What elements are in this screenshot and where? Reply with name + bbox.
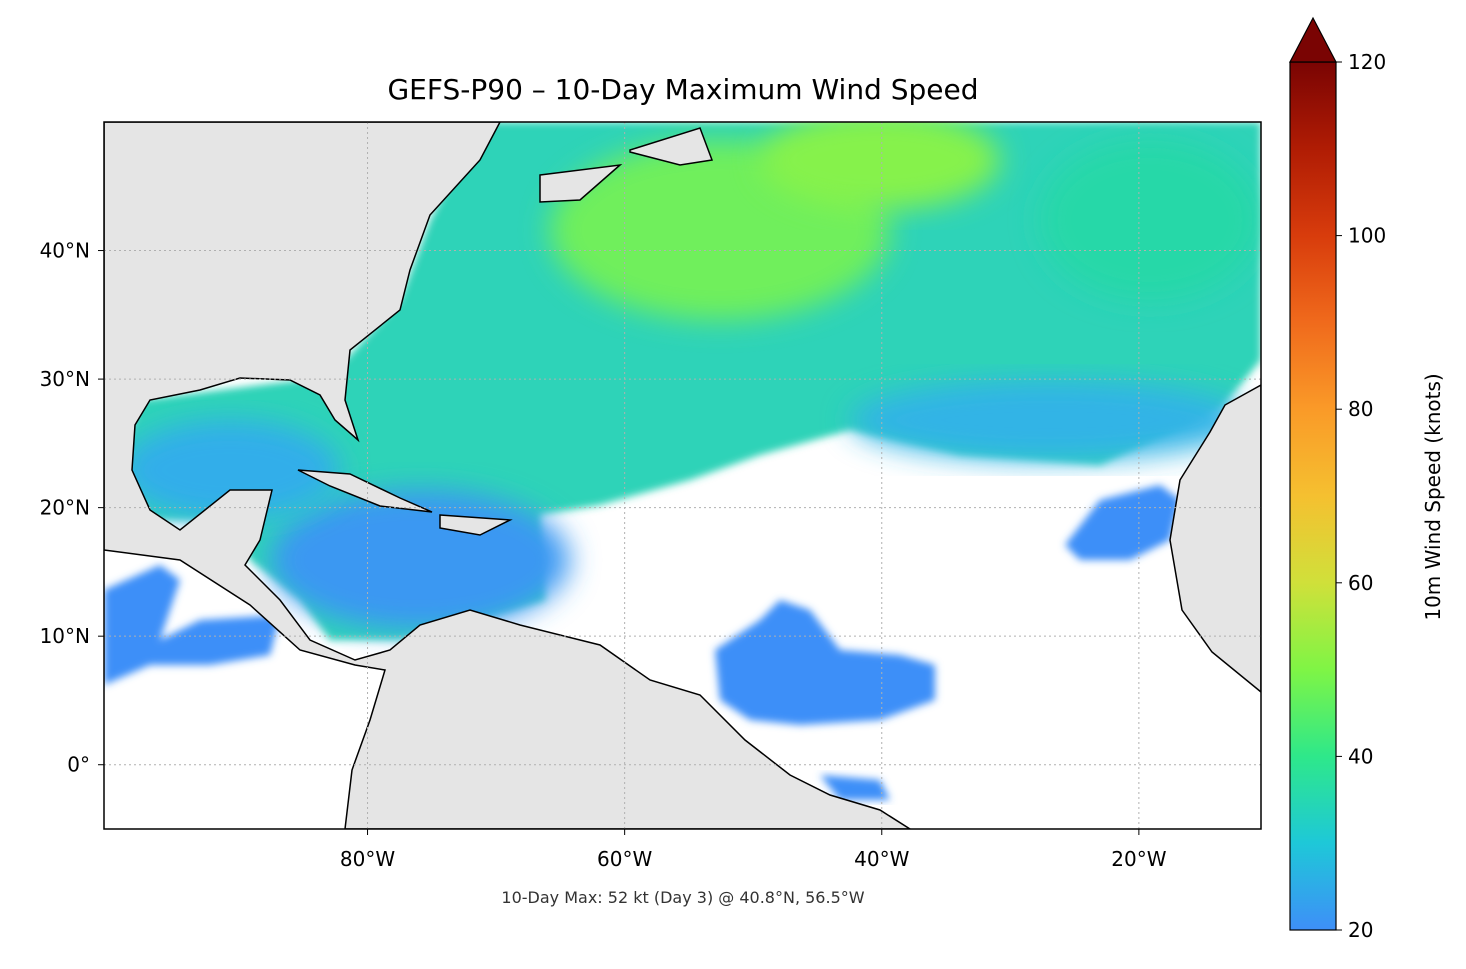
colorbar-tick-label: 100 — [1348, 224, 1386, 248]
map-title: GEFS-P90 – 10-Day Maximum Wind Speed — [387, 73, 978, 106]
island — [629, 127, 714, 166]
y-tick-label: 40°N — [40, 239, 90, 263]
colorbar-tick-label: 80 — [1348, 397, 1373, 421]
wind-low — [120, 420, 340, 520]
wind-patch — [104, 565, 280, 685]
y-tick-label: 30°N — [40, 367, 90, 391]
x-tick-label: 20°W — [1111, 847, 1166, 871]
y-tick-label: 20°N — [40, 496, 90, 520]
colorbar-extend — [1289, 16, 1337, 63]
colorbar-label: 10m Wind Speed (knots) — [1421, 373, 1445, 620]
wind-field — [104, 122, 1261, 800]
wind-low — [850, 380, 1250, 460]
y-tick-label: 0° — [67, 753, 90, 777]
x-tick-label: 80°W — [340, 847, 395, 871]
colorbar — [1289, 61, 1337, 931]
wind-patch — [715, 600, 935, 725]
colorbar-tick-label: 40 — [1348, 744, 1373, 768]
x-tick-label: 40°W — [854, 847, 909, 871]
wind-patch — [820, 775, 890, 800]
africa — [1169, 384, 1261, 693]
y-tick-label: 10°N — [40, 624, 90, 648]
annotation: 10-Day Max: 52 kt (Day 3) @ 40.8°N, 56.5… — [501, 888, 864, 907]
map-area — [104, 122, 1261, 829]
cuba — [297, 469, 433, 513]
colorbar-tick-label: 60 — [1348, 571, 1373, 595]
wind-mid — [1040, 140, 1260, 300]
land — [104, 122, 1261, 829]
colorbar-tick-label: 120 — [1348, 50, 1386, 74]
wind-high — [760, 122, 1000, 210]
map-frame — [103, 121, 1262, 830]
newfoundland — [539, 163, 623, 203]
x-tick-label: 60°W — [597, 847, 652, 871]
hispaniola — [439, 514, 513, 536]
americas — [104, 122, 912, 829]
wind-patch — [1065, 485, 1180, 560]
colorbar-tick-label: 20 — [1348, 918, 1373, 942]
